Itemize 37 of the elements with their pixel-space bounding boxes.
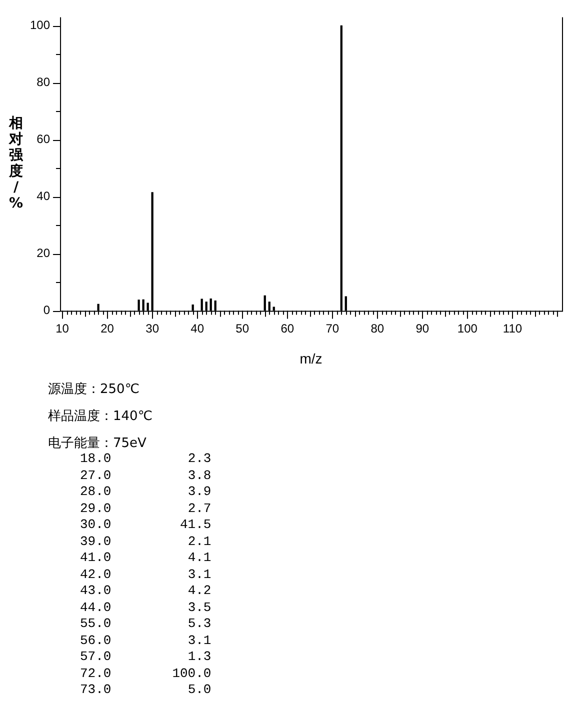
- x-axis-title: m/z: [300, 350, 322, 366]
- x-tick-label: 70: [326, 321, 340, 336]
- y-tick-label: 60: [36, 132, 50, 146]
- text: 30.0 41.5: [80, 517, 212, 532]
- text: 73.0 5.0: [80, 682, 212, 697]
- text: 43.0 4.2: [80, 583, 212, 598]
- text: 41.0 4.1: [80, 550, 212, 565]
- y-tick-label: 20: [36, 246, 50, 260]
- text: 39.0 2.1: [80, 534, 212, 548]
- x-tick-label: 30: [146, 321, 160, 336]
- y-tick-label: 40: [36, 189, 50, 204]
- x-tick-label: 80: [370, 321, 384, 336]
- text: 55.0 5.3: [80, 616, 212, 631]
- text: 28.0 3.9: [80, 484, 212, 499]
- text: 源温度：250℃: [48, 381, 140, 399]
- text: 电子能量：75eV: [48, 436, 146, 451]
- text: 18.0 2.3: [80, 451, 212, 466]
- text: 44.0 3.5: [80, 600, 212, 614]
- x-tick-label: 40: [190, 321, 204, 336]
- x-tick-label: 60: [280, 321, 294, 336]
- y-tick-label: 0: [43, 303, 50, 318]
- x-tick-label: 10: [56, 321, 70, 336]
- x-tick-label: 100: [457, 321, 478, 336]
- x-tick-label: 110: [502, 321, 522, 336]
- y-axis-title: 相对强度/%: [8, 116, 24, 212]
- x-tick-label: 20: [100, 321, 114, 336]
- x-tick-label: 50: [236, 321, 250, 336]
- y-tick-label: 80: [36, 75, 50, 90]
- text: 72.0 100.0: [80, 666, 212, 680]
- text: 42.0 3.1: [80, 566, 212, 582]
- y-tick-label: 100: [30, 18, 50, 32]
- text: 样品温度：140℃: [48, 408, 154, 426]
- text: 29.0 2.7: [80, 500, 212, 516]
- text: 57.0 1.3: [80, 649, 212, 664]
- text: 56.0 3.1: [80, 632, 212, 648]
- x-tick-label: 90: [416, 321, 430, 336]
- text: 27.0 3.8: [80, 468, 212, 482]
